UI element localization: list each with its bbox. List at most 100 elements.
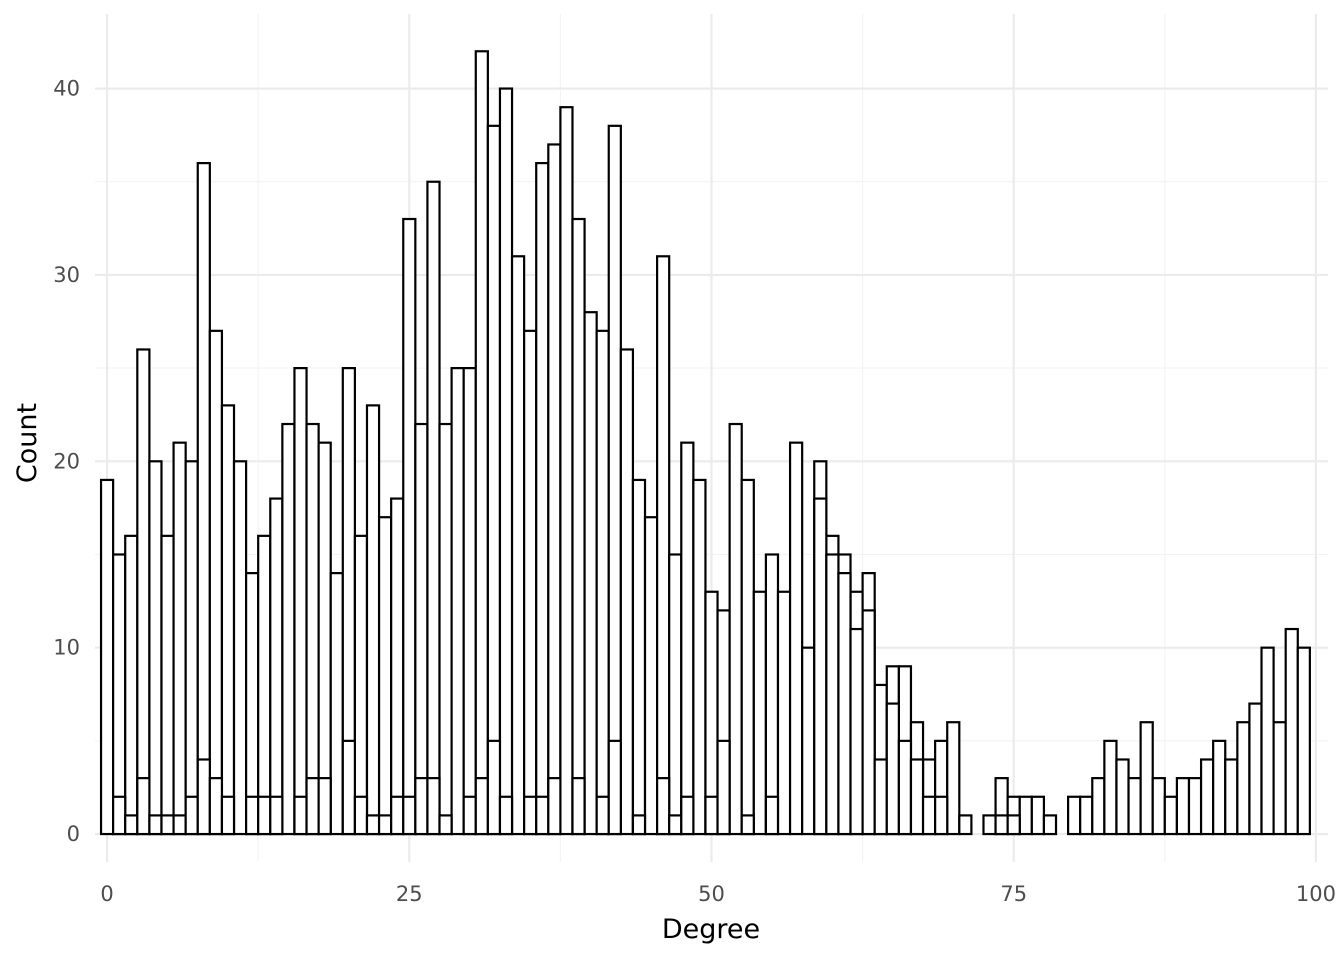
histogram-bar xyxy=(631,814,647,836)
histogram-bar xyxy=(849,627,864,836)
histogram-bar xyxy=(1127,777,1142,836)
y-axis-title: Count xyxy=(12,403,43,483)
histogram-bar xyxy=(1042,814,1058,836)
histogram-bar xyxy=(208,777,224,836)
histogram-bar xyxy=(196,161,211,836)
histogram-bar xyxy=(740,814,755,836)
histogram-bar xyxy=(595,329,610,836)
histogram-bar xyxy=(680,441,695,836)
histogram-bar xyxy=(510,255,526,836)
histogram-bar xyxy=(595,795,610,836)
histogram-bar xyxy=(728,422,743,836)
histogram-bar xyxy=(1067,795,1082,836)
histogram-bar xyxy=(643,516,659,836)
histogram-bar xyxy=(474,777,489,836)
histogram-bar xyxy=(1115,758,1130,836)
histogram-bar xyxy=(245,795,260,836)
histogram-bars xyxy=(99,50,1311,836)
histogram-bar xyxy=(293,367,308,836)
histogram-bar xyxy=(498,795,514,836)
x-tick-label: 100 xyxy=(1296,882,1336,906)
histogram-bar xyxy=(414,422,429,836)
histogram-bar xyxy=(934,795,949,836)
histogram-bar xyxy=(136,348,151,836)
histogram-bar xyxy=(837,572,852,836)
histogram-bar xyxy=(172,814,187,836)
histogram-bar xyxy=(426,777,441,836)
histogram-bar xyxy=(390,795,405,836)
histogram-bar xyxy=(1187,777,1203,836)
histogram-bar xyxy=(341,739,356,836)
histogram-bar xyxy=(99,478,115,836)
histogram-bar xyxy=(571,777,586,836)
x-tick-label: 75 xyxy=(1000,882,1027,906)
histogram-bar xyxy=(740,478,755,836)
histogram-bar xyxy=(1224,758,1239,836)
x-axis-tick-labels: 0 25 50 75 100 xyxy=(100,882,1336,906)
histogram-bar xyxy=(583,311,598,836)
histogram-bar xyxy=(438,422,453,836)
histogram-bar xyxy=(402,795,417,836)
histogram-bar xyxy=(861,609,876,836)
histogram-bar xyxy=(269,795,284,836)
histogram-bar xyxy=(232,460,248,836)
histogram-bar xyxy=(390,497,405,836)
histogram-bar xyxy=(305,777,320,836)
histogram-bar xyxy=(1103,739,1118,836)
histogram-bar xyxy=(353,795,369,836)
histogram-bar xyxy=(462,795,477,836)
y-tick-label: 20 xyxy=(53,449,80,473)
histogram-bar xyxy=(535,161,550,836)
histogram-bar xyxy=(885,702,900,836)
histogram-bar xyxy=(716,739,731,836)
histogram-bar xyxy=(946,721,961,836)
histogram-bar xyxy=(462,367,477,836)
histogram-bar xyxy=(1030,795,1046,836)
histogram-bar xyxy=(365,404,381,836)
y-tick-label: 0 xyxy=(67,822,80,846)
histogram-bar xyxy=(1079,795,1094,836)
histogram-bar xyxy=(486,124,502,836)
histogram-bar xyxy=(764,795,780,836)
histogram-bar xyxy=(220,795,236,836)
histogram-bar xyxy=(873,758,888,836)
histogram-bar xyxy=(426,180,441,836)
histogram-bar xyxy=(1284,627,1299,836)
histogram-bar xyxy=(619,348,635,836)
histogram-bar xyxy=(293,795,308,836)
x-tick-label: 0 xyxy=(100,882,113,906)
histogram-bar xyxy=(559,106,574,836)
histogram-bar xyxy=(1018,795,1033,836)
histogram-bar xyxy=(523,329,538,836)
histogram-bar xyxy=(813,497,828,836)
histogram-bar xyxy=(124,534,139,836)
histogram-bar xyxy=(704,795,719,836)
histogram-bar xyxy=(692,478,707,836)
histogram-bar xyxy=(329,572,344,836)
histogram-bar xyxy=(208,329,224,836)
histogram-bar xyxy=(982,814,997,836)
histogram-bar xyxy=(257,795,272,836)
histogram-bar xyxy=(112,795,127,836)
histogram-bar xyxy=(1199,758,1215,836)
histogram-bar xyxy=(523,795,538,836)
histogram-bar xyxy=(1260,646,1275,836)
histogram-bar xyxy=(1151,777,1166,836)
histogram-bar xyxy=(184,460,199,836)
histogram-bar xyxy=(353,534,369,836)
histogram-bar xyxy=(668,814,683,836)
histogram-bar xyxy=(1091,777,1106,836)
histogram-bar xyxy=(801,646,816,836)
histogram-bar xyxy=(112,553,127,836)
histogram-bar xyxy=(124,814,139,836)
histogram-bar xyxy=(1248,702,1263,836)
histogram-bar xyxy=(365,814,381,836)
histogram-bar xyxy=(607,124,622,836)
histogram-bar xyxy=(160,814,175,836)
histogram-bar xyxy=(450,367,465,836)
histogram-bar xyxy=(438,814,453,836)
histogram-bar xyxy=(547,777,562,836)
histogram-bar xyxy=(825,553,840,836)
histogram-bar xyxy=(656,777,671,836)
